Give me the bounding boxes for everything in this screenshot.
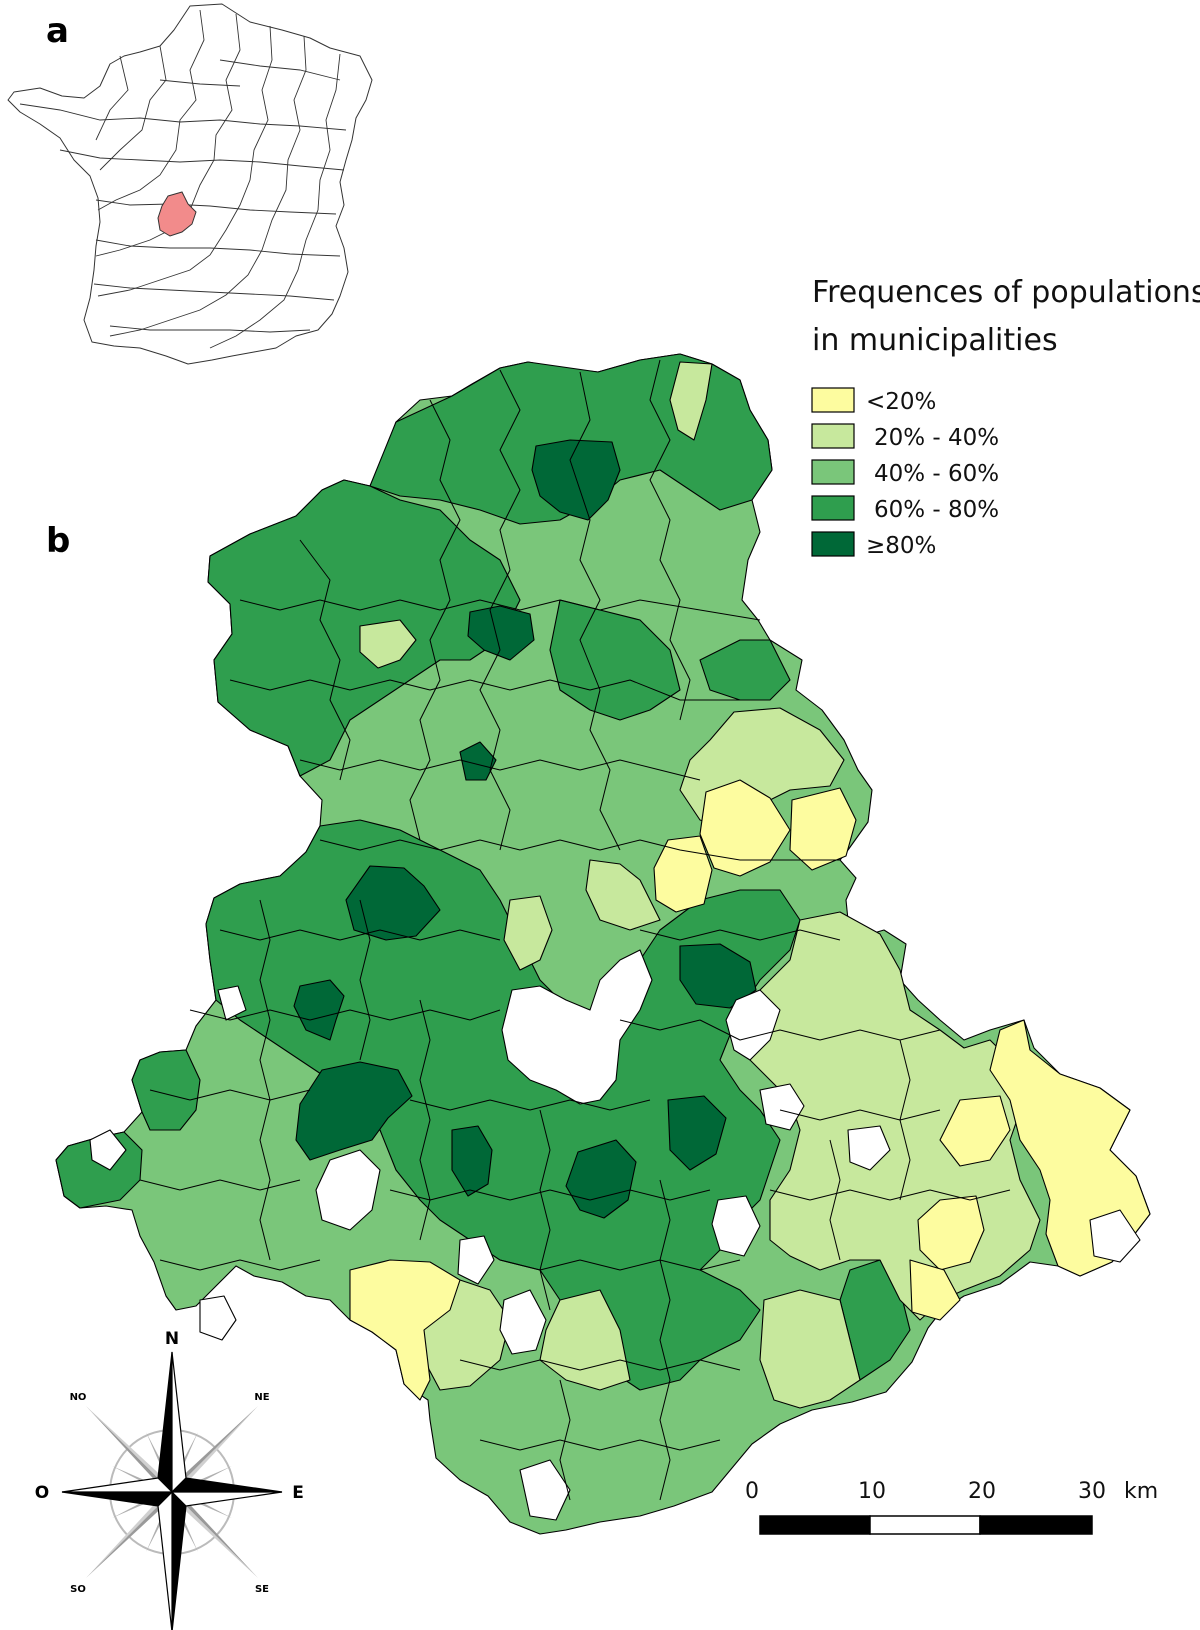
scale-bar: 0 10 20 30 km bbox=[745, 1479, 1158, 1535]
compass-se-label: SE bbox=[255, 1584, 269, 1595]
main-choropleth-map bbox=[55, 353, 1151, 1535]
panel-label-b: b bbox=[46, 521, 70, 561]
legend-label-20-40: 20% - 40% bbox=[874, 425, 999, 451]
scale-segment-1 bbox=[759, 1515, 871, 1535]
compass-north-label: N bbox=[165, 1329, 179, 1349]
scale-segment-3 bbox=[979, 1515, 1093, 1535]
scale-tick-30: 30 bbox=[1078, 1479, 1106, 1504]
legend-label-40-60: 40% - 60% bbox=[874, 461, 999, 487]
legend-swatch-60-80 bbox=[811, 495, 855, 521]
scale-tick-10: 10 bbox=[858, 1479, 886, 1504]
compass-cardinal-star bbox=[61, 1351, 283, 1630]
scale-tick-20: 20 bbox=[968, 1479, 996, 1504]
france-inset-map bbox=[7, 3, 373, 365]
compass-ne-label: NE bbox=[254, 1392, 269, 1403]
france-outline bbox=[7, 3, 373, 365]
inset-highlighted-department bbox=[157, 191, 197, 237]
compass-sw-label: SO bbox=[70, 1584, 86, 1595]
compass-west-label: O bbox=[35, 1483, 49, 1503]
municipal-boundaries bbox=[139, 359, 1011, 1501]
class-under-20-areas bbox=[349, 779, 1151, 1401]
scale-unit: km bbox=[1124, 1479, 1158, 1504]
compass-rose: N S E O NE NO SE SO bbox=[35, 1329, 304, 1630]
legend-label-60-80: 60% - 80% bbox=[874, 497, 999, 523]
legend-title-line1: Frequences of populations bbox=[812, 275, 1200, 310]
legend-swatch-under-20 bbox=[811, 387, 855, 413]
compass-nw-label: NO bbox=[70, 1392, 87, 1403]
class-60-80-areas bbox=[55, 353, 911, 1391]
legend: Frequences of populations in municipalit… bbox=[811, 275, 1200, 559]
legend-swatch-80-plus bbox=[811, 531, 855, 557]
no-data-areas bbox=[89, 949, 1141, 1521]
scale-segment-2 bbox=[869, 1515, 981, 1535]
department-borders bbox=[19, 9, 347, 349]
compass-minor-rays bbox=[86, 1406, 258, 1578]
panel-label-a: a bbox=[46, 11, 69, 51]
legend-label-80-plus: ≥80% bbox=[866, 533, 936, 559]
scale-tick-0: 0 bbox=[745, 1479, 759, 1504]
legend-swatch-20-40 bbox=[811, 423, 855, 449]
compass-east-label: E bbox=[292, 1483, 304, 1503]
legend-label-under-20: <20% bbox=[866, 389, 936, 415]
legend-swatch-40-60 bbox=[811, 459, 855, 485]
legend-title-line2: in municipalities bbox=[812, 323, 1058, 358]
